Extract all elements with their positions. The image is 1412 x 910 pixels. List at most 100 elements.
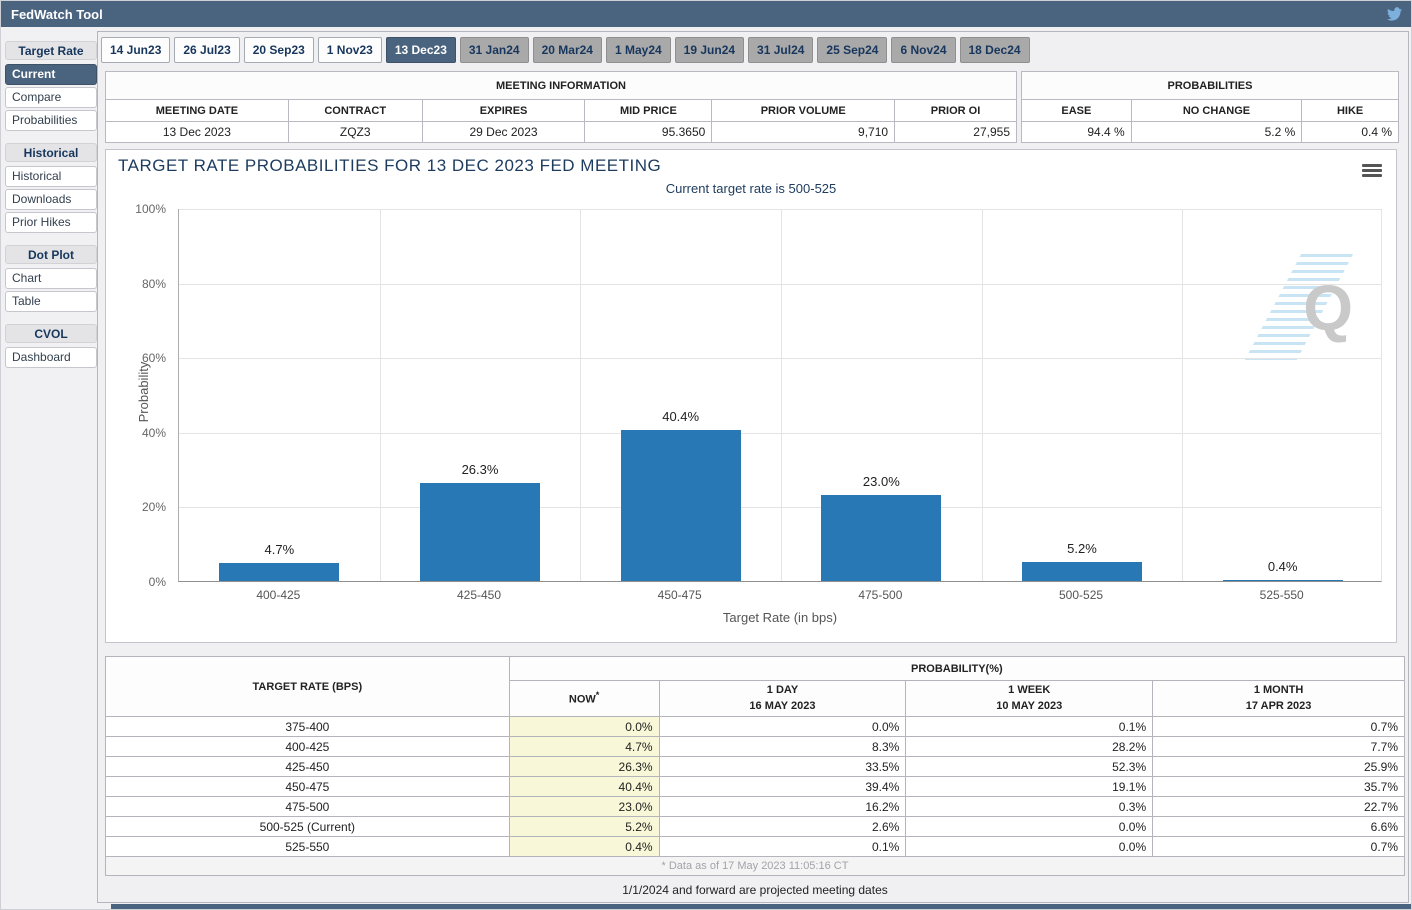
- sidebar-item-compare[interactable]: Compare: [5, 87, 97, 108]
- tab-26-jul23[interactable]: 26 Jul23: [174, 37, 240, 63]
- col-target-rate-bps: TARGET RATE (BPS): [105, 656, 510, 717]
- probabilities-caption: PROBABILITIES: [1021, 71, 1399, 100]
- sidebar-item-dashboard[interactable]: Dashboard: [5, 347, 97, 368]
- cell: 375-400: [105, 716, 510, 737]
- probabilities-summary-table: PROBABILITIES EASE NO CHANGE HIKE 94.4 %…: [1021, 71, 1399, 143]
- tab-19-jun24[interactable]: 19 Jun24: [674, 37, 745, 63]
- cell: 0.4%: [508, 836, 660, 857]
- x-axis-ticks: 400-425 425-450 450-475 475-500 500-525 525-5…: [178, 588, 1382, 602]
- chart-title: TARGET RATE PROBABILITIES FOR 13 DEC 202…: [118, 156, 662, 175]
- cell: 6.6%: [1152, 816, 1405, 837]
- sidebar-item-current[interactable]: Current: [5, 64, 97, 85]
- tab-18-dec24[interactable]: 18 Dec24: [959, 37, 1030, 63]
- expires-value: 29 Dec 2023: [421, 121, 586, 143]
- sidebar-item-table[interactable]: Table: [5, 291, 97, 312]
- y-tick-100: 100%: [135, 202, 166, 216]
- prob-row-425-450: 425-450 26.3% 33.5% 52.3% 25.9%: [105, 756, 1405, 777]
- prob-row-375-400: 375-400 0.0% 0.0% 0.1% 0.7%: [105, 716, 1405, 737]
- app-header: FedWatch Tool: [1, 1, 1411, 27]
- tab-6-nov24[interactable]: 6 Nov24: [891, 37, 956, 63]
- prior-volume-value: 9,710: [711, 121, 896, 143]
- bar-chart-plot-area: Q 4.7% 26.3% 40.4% 23.0% 5.2% 0.4%: [178, 209, 1382, 582]
- cell: 16.2%: [658, 796, 907, 817]
- sidebar-item-probabilities[interactable]: Probabilities: [5, 110, 97, 131]
- prob-row-475-500: 475-500 23.0% 16.2% 0.3% 22.7%: [105, 796, 1405, 817]
- bar-425-450: [420, 483, 540, 581]
- sidebar-item-prior-hikes[interactable]: Prior Hikes: [5, 212, 97, 233]
- cell: 0.1%: [658, 836, 907, 857]
- cell: 7.7%: [1152, 736, 1405, 757]
- bar-value-label-525-550: 0.4%: [1267, 559, 1298, 574]
- bar-475-500: [821, 495, 942, 581]
- sidebar-item-historical[interactable]: Historical: [5, 166, 97, 187]
- tab-20-mar24[interactable]: 20 Mar24: [532, 37, 602, 63]
- x-tick-425-450: 425-450: [456, 588, 502, 602]
- bar-400-425: [219, 563, 340, 581]
- x-tick-500-525: 500-525: [1059, 588, 1104, 602]
- target-rate-chart-panel: TARGET RATE PROBABILITIES FOR 13 DEC 202…: [105, 149, 1397, 643]
- chart-subtitle: Current target rate is 500-525: [665, 181, 837, 196]
- meeting-info-caption: MEETING INFORMATION: [105, 71, 1017, 100]
- bar-450-475: [620, 430, 741, 581]
- projected-meetings-note: 1/1/2024 and forward are projected meeti…: [622, 883, 888, 897]
- col-hike: HIKE: [1301, 99, 1399, 122]
- cell: 0.7%: [1152, 716, 1405, 737]
- col-meeting-date: MEETING DATE: [105, 99, 289, 122]
- bar-value-label-400-425: 4.7%: [264, 542, 295, 557]
- cell: 23.0%: [508, 796, 660, 817]
- tab-20-sep23[interactable]: 20 Sep23: [243, 37, 314, 63]
- cell: 0.0%: [658, 716, 907, 737]
- bar-value-label-475-500: 23.0%: [862, 474, 900, 489]
- cell: 450-475: [105, 776, 510, 797]
- cell: 0.7%: [1152, 836, 1405, 857]
- sidebar-section-target-rate: Target Rate: [5, 41, 97, 60]
- v-gridline-4: [982, 209, 983, 581]
- cell: 19.1%: [905, 776, 1154, 797]
- meeting-date-tabs: 14 Jun23 26 Jul23 20 Sep23 1 Nov23 13 Dec23 3…: [101, 37, 1030, 63]
- cell: 28.2%: [905, 736, 1154, 757]
- bar-500-525: [1022, 562, 1142, 581]
- meeting-date-value: 13 Dec 2023: [105, 121, 289, 143]
- tab-1-may24[interactable]: 1 May24: [605, 37, 671, 63]
- tab-25-sep24[interactable]: 25 Sep24: [817, 37, 888, 63]
- tab-13-dec23[interactable]: 13 Dec23: [385, 37, 456, 63]
- cell: 0.0%: [905, 816, 1154, 837]
- cell: 500-525 (Current): [105, 816, 510, 837]
- v-gridline-5: [1182, 209, 1183, 581]
- h-gridline-40: [179, 432, 1381, 434]
- cell: 39.4%: [658, 776, 907, 797]
- col-1-week: 1 WEEK 10 MAY 2023: [905, 680, 1154, 717]
- prob-row-450-475: 450-475 40.4% 39.4% 19.1% 35.7%: [105, 776, 1405, 797]
- x-axis-label: Target Rate (in bps): [722, 610, 838, 625]
- cell: 0.1%: [905, 716, 1154, 737]
- sidebar-item-chart[interactable]: Chart: [5, 268, 97, 289]
- cell: 525-550: [105, 836, 510, 857]
- y-tick-60: 60%: [141, 351, 166, 366]
- col-probability-pct: PROBABILITY(%): [508, 656, 1406, 681]
- cell: 475-500: [105, 796, 510, 817]
- col-now: NOW*: [508, 680, 660, 717]
- x-tick-525-550: 525-550: [1259, 588, 1304, 602]
- twitter-icon[interactable]: [1386, 6, 1403, 22]
- cell: 4.7%: [508, 736, 660, 757]
- cell: 2.6%: [658, 816, 907, 837]
- col-prior-oi: PRIOR OI: [894, 99, 1017, 122]
- bar-525-550: [1222, 580, 1343, 581]
- mid-price-value: 95.3650: [584, 121, 713, 143]
- tab-31-jan24[interactable]: 31 Jan24: [459, 37, 529, 63]
- tab-31-jul24[interactable]: 31 Jul24: [748, 37, 814, 63]
- x-tick-475-500: 475-500: [858, 588, 903, 602]
- sidebar-item-downloads[interactable]: Downloads: [5, 189, 97, 210]
- data-asof-footnote: * Data as of 17 May 2023 11:05:16 CT: [105, 856, 1405, 876]
- prob-row-500-525-current: 500-525 (Current) 5.2% 2.6% 0.0% 6.6%: [105, 816, 1405, 837]
- y-tick-40: 40%: [141, 425, 166, 440]
- sidebar-section-cvol: CVOL: [5, 324, 97, 343]
- y-tick-20: 20%: [141, 500, 166, 515]
- tab-1-nov23[interactable]: 1 Nov23: [317, 37, 382, 63]
- y-tick-0: 0%: [148, 575, 166, 589]
- col-1-month: 1 MONTH 17 APR 2023: [1152, 680, 1405, 717]
- v-gridline-1: [380, 209, 381, 581]
- hamburger-menu-icon[interactable]: [1362, 164, 1382, 178]
- sidebar-nav: Target Rate Current Compare Probabilities Hi…: [5, 41, 97, 380]
- tab-14-jun23[interactable]: 14 Jun23: [101, 37, 171, 63]
